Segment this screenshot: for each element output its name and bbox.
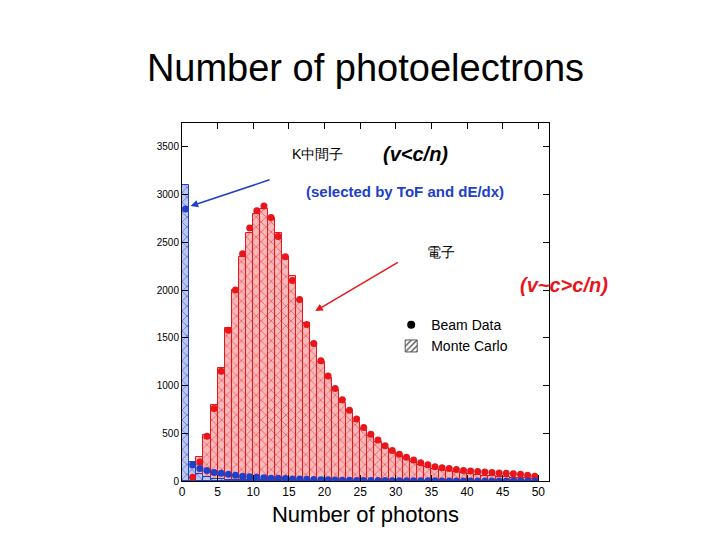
svg-text:0: 0 [179,485,186,499]
svg-text:3500: 3500 [157,141,180,152]
svg-text:1000: 1000 [157,380,180,391]
svg-text:10: 10 [247,485,261,499]
svg-text:K中間子: K中間子 [292,146,343,162]
svg-text:(v~c>c/n): (v~c>c/n) [520,274,608,296]
svg-text:Number of photons: Number of photons [272,502,459,527]
svg-text:(v<c/n): (v<c/n) [383,143,448,165]
svg-text:Number of photoelectrons: Number of photoelectrons [147,47,584,89]
svg-text:0: 0 [173,476,179,487]
svg-text:15: 15 [282,485,296,499]
svg-text:3000: 3000 [157,189,180,200]
svg-text:電子: 電子 [427,244,455,260]
svg-text:40: 40 [460,485,474,499]
svg-text:2000: 2000 [157,285,180,296]
svg-text:45: 45 [496,485,510,499]
svg-text:25: 25 [353,485,367,499]
svg-text:(selected by ToF and dE/dx): (selected by ToF and dE/dx) [306,183,504,200]
svg-text:20: 20 [318,485,332,499]
svg-text:50: 50 [532,485,546,499]
svg-text:5: 5 [214,485,221,499]
svg-text:Beam Data: Beam Data [431,317,501,333]
svg-text:2500: 2500 [157,237,180,248]
svg-text:30: 30 [389,485,403,499]
svg-text:500: 500 [162,428,179,439]
svg-text:Monte Carlo: Monte Carlo [431,338,507,354]
svg-text:1500: 1500 [157,332,180,343]
svg-text:35: 35 [425,485,439,499]
